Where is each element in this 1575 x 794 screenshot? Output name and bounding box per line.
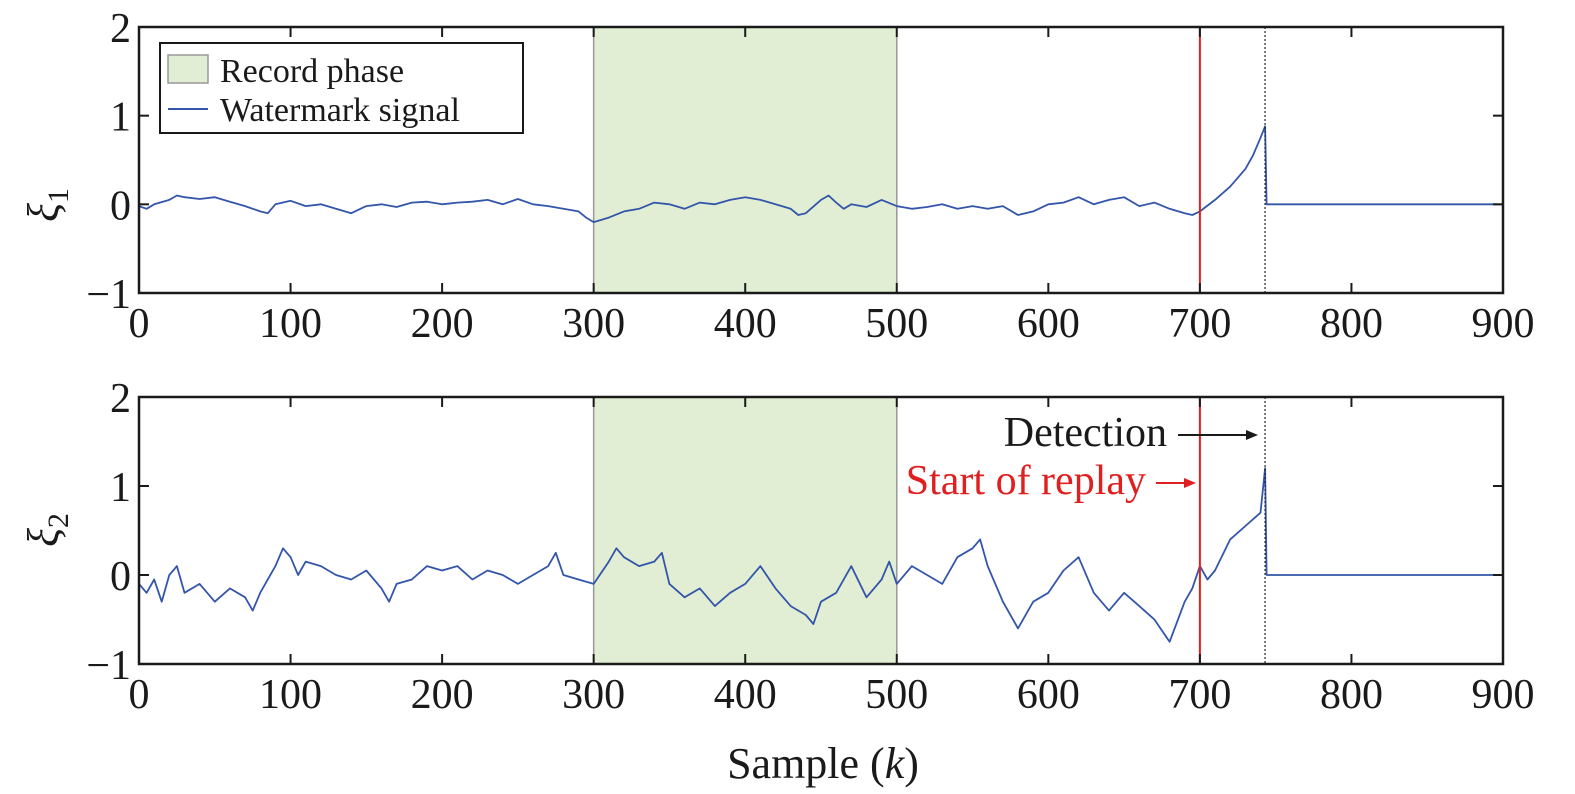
- x-tick-label: 200: [411, 672, 474, 718]
- watermark-signal-line: [138, 467, 1503, 643]
- x-tick-label: 0: [129, 672, 150, 718]
- x-tick-label: 200: [411, 301, 474, 347]
- x-tick-label: 800: [1320, 672, 1383, 718]
- x-tick-label: 100: [259, 301, 322, 347]
- x-tick-label: 700: [1168, 301, 1231, 347]
- y-tick-label: 2: [110, 376, 131, 422]
- y-tick-label: −1: [86, 643, 131, 689]
- x-tick-label: 600: [1017, 672, 1080, 718]
- legend-box: [159, 42, 524, 134]
- legend-record-phase-label: Record phase: [220, 53, 404, 90]
- x-tick-label: 700: [1168, 672, 1231, 718]
- x-tick-label: 300: [562, 672, 625, 718]
- y-axis-label: ξ2: [19, 513, 75, 547]
- watermark-signal-line: [138, 125, 1503, 224]
- legend-watermark-label: Watermark signal: [220, 92, 460, 129]
- y-tick-label: 1: [110, 465, 131, 511]
- y-tick-label: 2: [110, 6, 131, 52]
- x-tick-label: 400: [714, 301, 777, 347]
- x-tick-label: 100: [259, 672, 322, 718]
- legend: Record phase Watermark signal: [159, 42, 524, 134]
- record-phase-region: [592, 26, 898, 294]
- axes-frame: [137, 25, 1505, 295]
- x-tick-label: 400: [714, 672, 777, 718]
- y-tick-label: 0: [110, 554, 131, 600]
- x-tick-label: 0: [129, 301, 150, 347]
- x-tick-label: 800: [1320, 301, 1383, 347]
- x-tick-label: 900: [1472, 301, 1535, 347]
- x-axis-title: Sample (k): [727, 739, 919, 788]
- detection-annotation: Detection: [1004, 410, 1167, 456]
- y-axis-label: ξ1: [19, 188, 75, 222]
- y-tick-label: −1: [86, 272, 131, 318]
- axes-frame: [137, 395, 1505, 666]
- x-tick-label: 600: [1017, 301, 1080, 347]
- x-tick-label: 900: [1472, 672, 1535, 718]
- legend-record-phase-swatch: [167, 54, 209, 84]
- x-tick-label: 300: [562, 301, 625, 347]
- start-of-replay-annotation: Start of replay: [906, 458, 1146, 504]
- y-tick-label: 0: [110, 183, 131, 229]
- x-tick-label: 500: [865, 301, 928, 347]
- replay-arrowhead: [1184, 478, 1196, 488]
- y-tick-label: 1: [110, 95, 131, 141]
- x-tick-label: 500: [865, 672, 928, 718]
- detection-arrowhead: [1246, 430, 1258, 440]
- record-phase-region: [592, 396, 898, 665]
